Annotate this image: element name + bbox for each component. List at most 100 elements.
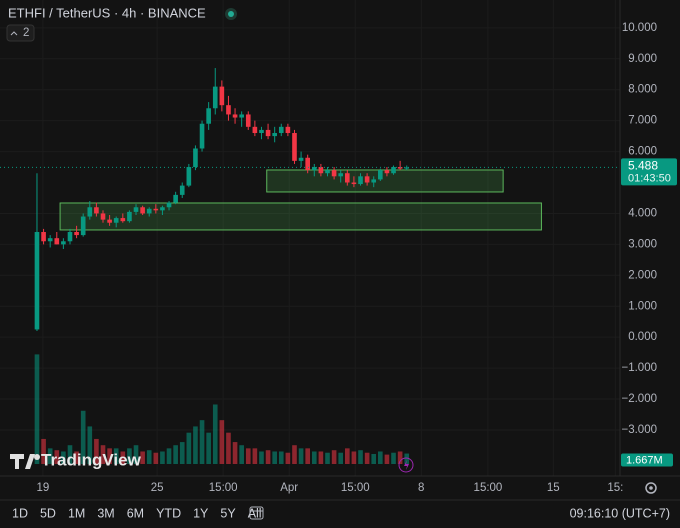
volume-bar [252,448,258,464]
candle-body [285,126,291,134]
volume-bar [318,451,324,464]
x-tick-label: 15:00 [209,482,238,494]
volume-bar [378,451,383,464]
volume-bar [113,448,119,464]
candle-body [80,216,86,236]
volume-bar [371,453,377,464]
volume-bar [127,448,132,464]
countdown: 01:43:50 [628,172,671,184]
candle-body [226,105,231,115]
candle-body [384,170,390,174]
volume-bar [120,451,126,464]
y-tick-label: −2.000 [622,393,658,405]
range-button[interactable]: 1D [12,506,28,520]
volume-bar [351,451,357,464]
zones [59,169,542,231]
y-tick-label: 1.000 [628,300,657,312]
candle-body [351,182,357,185]
volume-bar [140,451,145,464]
last-price-label: 5.488 [628,159,658,173]
gear[interactable] [645,482,657,494]
calendar-icon[interactable] [249,506,264,520]
candle-body [199,123,205,149]
candle-body [87,207,93,217]
lightning-icon[interactable] [398,457,414,473]
range-button[interactable]: 5D [40,506,56,520]
volume-bar [166,448,172,464]
volume-bar [384,454,390,464]
volume-bar [212,404,218,464]
indicator-toggle[interactable] [6,24,35,42]
clock[interactable]: 09:16:10 (UTC+7) [570,506,670,520]
range-button[interactable]: 6M [127,506,144,520]
logo-dot [34,454,40,460]
volume-bar [179,442,185,464]
range-button[interactable]: 3M [97,506,114,520]
candle-body [41,232,46,242]
y-tick-label: −1.000 [622,362,658,374]
y-tick-label: 4.000 [628,207,657,219]
volume-bar [153,452,159,464]
candle-body [54,238,60,245]
x-tick-label: 15 [547,482,560,494]
candle-body [272,133,277,137]
volume-bar [186,432,192,464]
candle-body [61,241,66,245]
x-tick-label: 15: [607,482,623,494]
candle-body [74,232,79,236]
volume-bar [94,438,99,464]
range-button[interactable]: YTD [156,506,181,520]
range-button[interactable]: 5Y [220,506,236,520]
volume-bar [41,438,46,464]
candle-body [34,232,40,330]
candle-body [371,179,377,183]
candle-body [338,173,344,177]
candle-body [113,218,119,223]
candle-body [391,167,396,174]
volume-bar [239,445,244,464]
zone [266,169,504,193]
calendar[interactable] [249,506,264,520]
candle-body [265,129,271,137]
range-button[interactable]: 1M [68,506,85,520]
volume-label: 1.667M [626,454,663,466]
x-tick-label: 15:00 [341,482,370,494]
settings-icon[interactable] [645,482,657,494]
volume-bar [193,426,198,464]
candle-body [219,86,225,106]
candle-body [193,148,198,168]
candle-body [127,211,132,222]
candle-body [94,207,99,214]
volume-bar [331,450,337,464]
volume-bar [206,432,211,464]
volume-bar [338,452,344,464]
y-tick-label: 2.000 [628,269,657,281]
volume-bar [285,452,291,464]
volume-bar [232,442,238,464]
range-button[interactable]: All [248,506,262,520]
volume-bar [47,448,53,464]
watermark-logo [10,454,40,469]
volume-bar [146,450,152,464]
candle-body [212,86,218,109]
candle-body [325,170,330,174]
y-tick-label: −3.000 [622,424,658,436]
candle-body [153,208,159,211]
y-tick-label: 0.000 [628,331,657,343]
y-tick-label: 3.000 [628,238,657,250]
volume-bar [245,448,251,464]
zone [59,202,542,231]
y-tick-label: 10.000 [622,22,657,34]
y-tick-label: 9.000 [628,53,657,65]
volume-pane [34,354,410,464]
volume-bar [160,451,165,464]
volume-bar [74,451,79,464]
indicator-count[interactable]: 2 [23,27,29,39]
candle-body [107,219,112,223]
range-button[interactable]: 1Y [193,506,209,520]
volume-bar [54,450,60,464]
volume-tag [621,453,673,467]
volume-bar [107,448,112,464]
